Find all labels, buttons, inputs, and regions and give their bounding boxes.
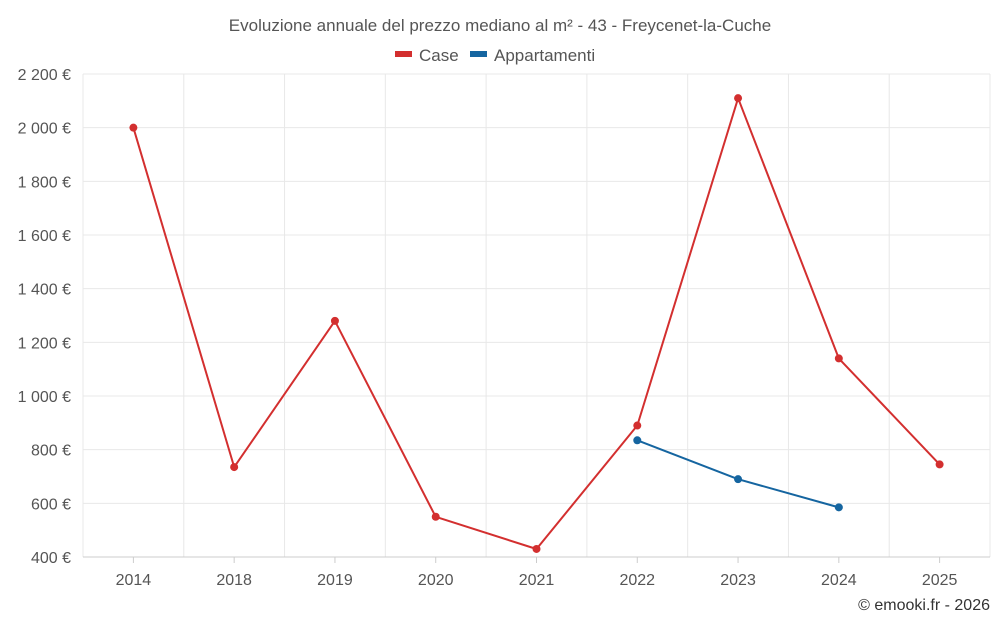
data-point-case[interactable]	[230, 463, 239, 472]
series-line-appartamenti	[636, 439, 840, 509]
y-axis: 400 € 600 € 800 € 1 000 € 1 200 € 1 400 € 1 60…	[18, 67, 71, 567]
y-tick-label: 2 000 €	[18, 121, 71, 138]
x-tick-label: 2014	[116, 572, 152, 589]
series-appartamenti	[633, 436, 843, 512]
chart-title: Evoluzione annuale del prezzo mediano al…	[229, 16, 771, 35]
y-tick-label: 800 €	[31, 443, 71, 460]
data-point-case[interactable]	[532, 544, 541, 553]
data-point-appartamenti[interactable]	[633, 436, 642, 445]
credit: © emooki.fr - 2026	[858, 597, 990, 614]
data-point-case[interactable]	[633, 421, 642, 430]
series-line-case	[132, 97, 941, 550]
data-point-case[interactable]	[834, 354, 843, 363]
y-tick-label: 1 200 €	[18, 335, 71, 352]
y-tick-label: 1 800 €	[18, 174, 71, 191]
y-tick-label: 600 €	[31, 496, 71, 513]
legend-swatch-appartamenti	[470, 51, 487, 57]
y-tick-label: 1 600 €	[18, 228, 71, 245]
x-tick-label: 2018	[216, 572, 252, 589]
data-point-case[interactable]	[330, 316, 339, 325]
legend: Case Appartamenti	[395, 46, 595, 65]
data-point-appartamenti[interactable]	[734, 475, 743, 484]
x-tick-label: 2022	[619, 572, 655, 589]
x-tick-label: 2025	[922, 572, 958, 589]
legend-item-appartamenti[interactable]: Appartamenti	[470, 46, 595, 65]
y-tick-label: 1 000 €	[18, 389, 71, 406]
legend-swatch-case	[395, 51, 412, 57]
y-tick-label: 1 400 €	[18, 282, 71, 299]
legend-label-appartamenti: Appartamenti	[494, 46, 595, 65]
data-point-case[interactable]	[935, 460, 944, 469]
legend-label-case: Case	[419, 46, 459, 65]
x-axis: 2014 2018 2019 2020 2021 2022 2023 2024 2025	[83, 556, 990, 589]
x-tick-label: 2024	[821, 572, 857, 589]
legend-item-case[interactable]: Case	[395, 46, 459, 65]
data-point-appartamenti[interactable]	[834, 503, 843, 512]
data-point-case[interactable]	[431, 512, 440, 521]
y-tick-label: 400 €	[31, 550, 71, 567]
x-tick-label: 2020	[418, 572, 454, 589]
x-tick-label: 2019	[317, 572, 353, 589]
data-point-case[interactable]	[129, 123, 138, 132]
y-tick-label: 2 200 €	[18, 67, 71, 84]
series-case	[129, 94, 944, 553]
x-tick-label: 2023	[720, 572, 756, 589]
series	[129, 94, 944, 553]
grid	[82, 73, 991, 558]
x-tick-label: 2021	[519, 572, 555, 589]
data-point-case[interactable]	[734, 94, 743, 103]
